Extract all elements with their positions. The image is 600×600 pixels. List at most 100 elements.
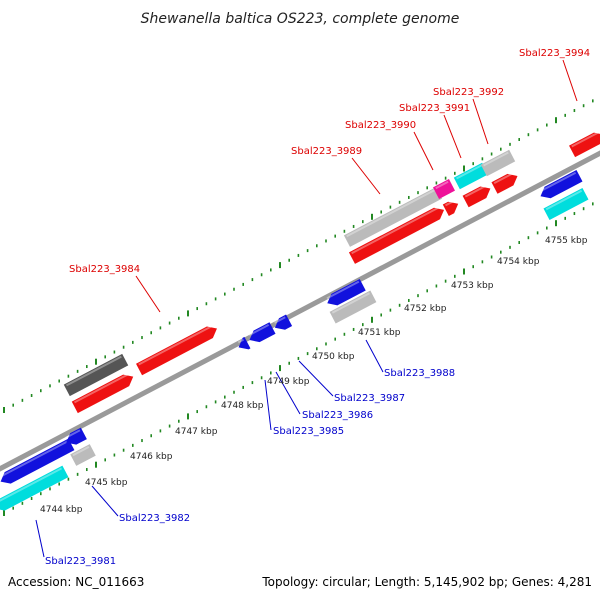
gene-feature: [543, 188, 589, 220]
gene-shape: [480, 149, 516, 177]
gene-shape: [238, 336, 251, 350]
gene-highlight: [237, 338, 245, 344]
gene-shape: [66, 427, 87, 445]
kbp-label: 4754 kbp: [497, 257, 540, 267]
gene-highlight: [493, 172, 515, 185]
gene-highlight: [0, 467, 63, 505]
gene-shape: [0, 438, 75, 484]
gene-feature: [433, 179, 455, 199]
gene-highlight: [326, 280, 360, 300]
bottom-tick-row: [3, 202, 594, 516]
gene-highlight: [248, 324, 270, 337]
gene-feature: [70, 444, 96, 466]
gene-highlight: [346, 188, 436, 238]
gene-highlight: [445, 199, 455, 207]
leader-line: [275, 371, 301, 415]
gene-shape: [462, 186, 491, 208]
gene-highlight: [351, 205, 441, 255]
gene-shape: [136, 326, 217, 376]
leader-line: [443, 114, 462, 159]
gene-highlight: [545, 189, 583, 211]
gene-shape: [540, 170, 583, 199]
gene-label: Sbal223_3981: [45, 556, 116, 567]
kbp-label: 4745 kbp: [85, 478, 128, 488]
gene-feature: [136, 324, 217, 376]
gene-feature: [462, 184, 491, 208]
leader-line: [472, 98, 489, 145]
gene-shape: [453, 162, 489, 190]
kbp-label: 4753 kbp: [451, 281, 494, 291]
gene-label: Sbal223_3986: [302, 410, 373, 421]
gene-shape: [249, 322, 276, 343]
gene-feature: [0, 465, 69, 511]
gene-feature: [0, 438, 75, 484]
map-title: Shewanella baltica OS223, complete genom…: [141, 11, 460, 27]
gene-feature: [65, 427, 87, 445]
kbp-label: 4755 kbp: [545, 236, 588, 246]
leader-line: [135, 275, 161, 313]
gene-label: Sbal223_3992: [433, 87, 504, 98]
gene-label: Sbal223_3987: [334, 393, 405, 404]
genome-backbone: [0, 150, 600, 472]
kbp-label: 4749 kbp: [267, 377, 310, 387]
leader-line: [91, 485, 119, 517]
bottom-gene-labels: Sbal223_3981 Sbal223_3982 Sbal223_3985 S…: [45, 368, 455, 567]
leader-line: [413, 131, 434, 171]
gene-feature: [539, 170, 583, 199]
kbp-label: 4748 kbp: [221, 401, 264, 411]
gene-feature: [569, 130, 600, 158]
gene-label: Sbal223_3991: [399, 103, 470, 114]
gene-shape: [70, 444, 96, 466]
gene-shape: [433, 179, 455, 199]
gene-highlight: [331, 292, 370, 314]
gene-shape: [569, 132, 600, 158]
kbp-label: 4746 kbp: [130, 452, 173, 462]
gene-label: Sbal223_3990: [345, 120, 416, 131]
label-leader-lines: [35, 59, 578, 558]
gene-highlight: [65, 355, 122, 387]
leader-line: [35, 519, 45, 558]
kbp-label: 4744 kbp: [40, 505, 83, 515]
gene-highlight: [435, 180, 449, 190]
gene-shape: [274, 314, 293, 330]
gene-shape: [543, 188, 589, 220]
gene-highlight: [73, 372, 130, 404]
gene-feature: [71, 372, 134, 414]
kbp-label: 4752 kbp: [404, 304, 447, 314]
gene-shape: [348, 207, 445, 264]
gene-highlight: [72, 445, 90, 457]
leader-line: [298, 360, 334, 397]
gene-highlight: [464, 184, 487, 198]
gene-feature: [348, 205, 445, 264]
gene-highlight: [65, 429, 81, 439]
gene-feature: [480, 149, 516, 177]
gene-feature: [491, 172, 518, 194]
gene-feature: [237, 336, 251, 350]
gene-feature: [326, 278, 366, 306]
gene-label: Sbal223_3984: [69, 264, 140, 275]
top-gene-labels: Sbal223_3984 Sbal223_3989 Sbal223_3990 S…: [69, 48, 590, 275]
topology-label: Topology: circular; Length: 5,145,902 bp…: [261, 575, 592, 589]
gene-feature: [442, 199, 459, 217]
gene-label: Sbal223_3982: [119, 513, 190, 524]
feature-track: [0, 130, 600, 511]
gene-shape: [343, 187, 443, 247]
gene-feature: [329, 290, 377, 324]
leader-line: [562, 59, 578, 102]
gene-shape: [329, 290, 377, 324]
gene-highlight: [274, 316, 286, 324]
leader-line: [264, 379, 272, 431]
leader-line: [365, 339, 384, 373]
leader-line: [351, 157, 381, 195]
gene-feature: [453, 162, 489, 190]
gene-shape: [491, 173, 518, 194]
gene-feature: [248, 322, 276, 343]
kbp-label: 4750 kbp: [312, 352, 355, 362]
gene-highlight: [483, 151, 509, 167]
top-tick-row: [3, 99, 594, 413]
gene-shape: [0, 465, 69, 511]
gene-highlight: [539, 171, 577, 193]
accession-label: Accession: NC_011663: [8, 575, 144, 589]
gene-label: Sbal223_3994: [519, 48, 590, 59]
kbp-label: 4747 kbp: [175, 427, 218, 437]
